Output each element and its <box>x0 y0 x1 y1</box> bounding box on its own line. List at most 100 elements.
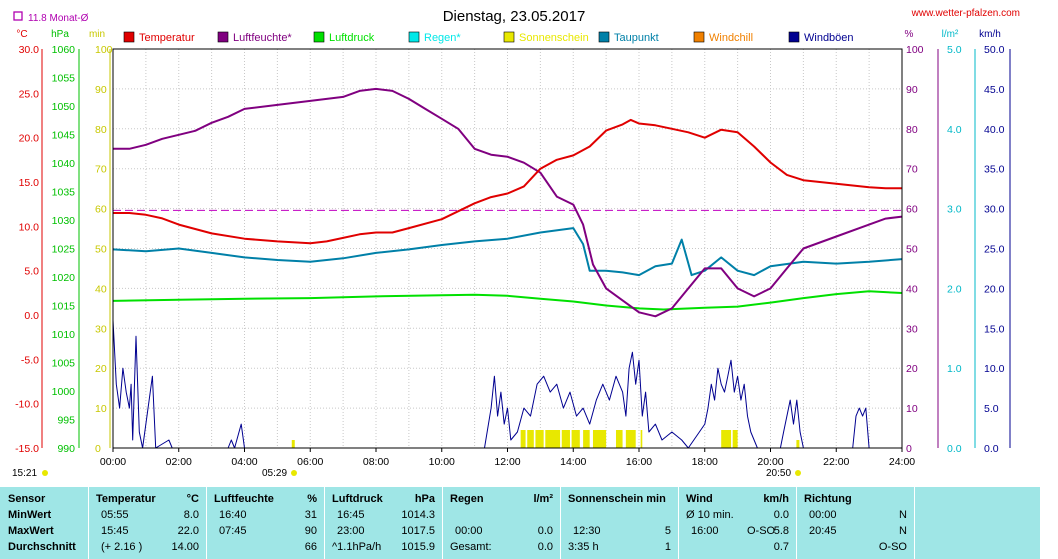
stats-header-temperature: Temperatur <box>96 493 156 505</box>
humidity-tick-label: 0 <box>906 443 912 455</box>
sunshine-bar-9 <box>625 430 636 448</box>
rain-max-value: 0.0 <box>537 525 553 537</box>
site-url[interactable]: www.wetter-pfalzen.com <box>911 8 1020 19</box>
sunshine-bar-7 <box>592 430 607 448</box>
dir-max-time: 20:45 <box>809 525 837 537</box>
temp-max-time: 15:45 <box>101 525 129 537</box>
temp-avg-value: 14.00 <box>171 541 199 553</box>
pressure-tick-label: 1040 <box>52 158 76 170</box>
stats-unit-wind: km/h <box>763 493 789 505</box>
series-line-luftfeuchte <box>113 87 903 318</box>
dir-avg-value: O-SO <box>878 541 907 553</box>
wind-tick-label: 5.0 <box>984 403 999 415</box>
press-avg-value: 1015.9 <box>401 541 435 553</box>
hum-max-time: 07:45 <box>219 525 247 537</box>
humidity-tick-label: 30 <box>906 323 918 335</box>
wind-max-direction: O-SO <box>747 525 776 537</box>
rain-tick-label: 1.0 <box>947 363 962 375</box>
rain-total-label: Gesamt: <box>450 541 492 553</box>
legend-label-7: Windböen <box>804 32 854 44</box>
stats-unit-pressure: hPa <box>414 493 435 505</box>
dir-min-value: N <box>899 509 907 521</box>
press-max-time: 23:00 <box>337 525 365 537</box>
sunshine-bar-10 <box>640 430 643 448</box>
temperature-tick-label: 0.0 <box>24 310 39 322</box>
x-tick-label: 00:00 <box>100 456 126 468</box>
chart-background <box>0 0 1058 487</box>
humidity-tick-label: 20 <box>906 363 918 375</box>
stats-col-humidity: Luftfeuchte % 16:40 31 07:45 90 66 <box>206 487 325 559</box>
pressure-tick-label: 1035 <box>52 187 76 199</box>
sunshine-tick-label: 60 <box>95 204 107 216</box>
temperature-tick-label: 30.0 <box>19 44 40 56</box>
sunshine-bar-6 <box>583 430 590 448</box>
series-lines <box>112 87 903 449</box>
month-avg-marker-icon <box>13 11 23 21</box>
stats-col-sunshine: Sonnenschein min 12:30 5 3:35 h 1 <box>560 487 679 559</box>
sunshine-tick-label: 40 <box>95 283 107 295</box>
rain-tick-label: 3.0 <box>947 204 962 216</box>
wind-tick-label: 0.0 <box>984 443 999 455</box>
sunshine-bar-8 <box>615 430 623 448</box>
wind-tick-label: 10.0 <box>984 363 1005 375</box>
wind-tick-label: 45.0 <box>984 84 1005 96</box>
legend: Temperatur Luftfeuchte* Luftdruck Regen* Son… <box>123 31 854 44</box>
plot-frame <box>112 48 903 449</box>
stats-col-wind: Wind km/h Ø 10 min. 0.0 16:00 O-SO 5.8 0… <box>678 487 797 559</box>
sunshine-tick-label: 0 <box>95 443 101 455</box>
sunshine-tick-label: 30 <box>95 323 107 335</box>
axes: 30.0 25.0 20.0 15.0 10.0 5.0 0.0 -5.0 -10.0 -15.0… <box>15 44 1011 468</box>
wind-max-time: 16:00 <box>691 525 719 537</box>
x-tick-label: 08:00 <box>363 456 389 468</box>
sunrise-time: 05:29 <box>262 468 287 479</box>
temperature-tick-label: -15.0 <box>15 443 39 455</box>
sunset-marker <box>796 440 800 448</box>
sunrise-marker <box>291 440 295 448</box>
pressure-tick-label: 1020 <box>52 272 76 284</box>
x-tick-label: 14:00 <box>560 456 586 468</box>
pressure-tick-label: 1005 <box>52 358 76 370</box>
pressure-tick-label: 1045 <box>52 130 76 142</box>
stats-col-rain: Regen l/m² 00:00 0.0 Gesamt: 0.0 <box>442 487 561 559</box>
sunrise-icon <box>291 470 297 476</box>
sun-avg-value: 1 <box>664 541 671 553</box>
stats-unit-temperature: °C <box>186 493 199 505</box>
humidity-tick-label: 50 <box>906 244 918 256</box>
pressure-tick-label: 995 <box>57 415 75 427</box>
wind-tick-label: 30.0 <box>984 204 1005 216</box>
sunshine-tick-label: 50 <box>95 244 107 256</box>
pressure-tick-label: 1050 <box>52 101 76 113</box>
sun-total-hours: 3:35 h <box>568 541 599 553</box>
rain-tick-label: 0.0 <box>947 443 962 455</box>
press-min-value: 1014.3 <box>401 509 435 521</box>
press-min-time: 16:45 <box>337 509 365 521</box>
rain-max-time: 00:00 <box>455 525 483 537</box>
temperature-tick-label: 15.0 <box>19 177 40 189</box>
sunshine-bar-12 <box>732 430 738 448</box>
x-tick-label: 24:00 <box>889 456 915 468</box>
x-tick-label: 06:00 <box>297 456 323 468</box>
temp-min-time: 05:55 <box>101 509 129 521</box>
stats-col-temperature: Temperatur °C 05:55 8.0 15:45 22.0 (+ 2.… <box>88 487 207 559</box>
sun-icon <box>42 470 48 476</box>
dir-min-time: 00:00 <box>809 509 837 521</box>
stats-header-wind: Wind <box>686 493 713 505</box>
humidity-tick-label: 100 <box>906 44 924 56</box>
rain-tick-label: 4.0 <box>947 124 962 136</box>
x-tick-label: 18:00 <box>692 456 718 468</box>
hum-min-value: 31 <box>304 509 317 521</box>
temperature-tick-label: 10.0 <box>19 221 40 233</box>
stats-row-label-avg: Durchschnitt <box>8 541 76 553</box>
chart-footer: 15:21 05:29 20:50 <box>12 468 801 479</box>
legend-swatch-3 <box>408 31 420 43</box>
unit-celsius: °C <box>16 29 27 40</box>
stats-col-direction: Richtung 00:00 N 20:45 N O-SO <box>796 487 915 559</box>
sun-max-value: 5 <box>664 525 671 537</box>
pressure-tick-label: 1060 <box>52 44 76 56</box>
stats-col-pressure: Luftdruck hPa 16:45 1014.3 23:00 1017.5 … <box>324 487 443 559</box>
legend-swatch-5 <box>598 31 610 43</box>
unit-min: min <box>89 29 105 40</box>
legend-label-0: Temperatur <box>139 32 195 44</box>
sunshine-bars <box>520 430 738 448</box>
press-max-value: 1017.5 <box>401 525 435 537</box>
